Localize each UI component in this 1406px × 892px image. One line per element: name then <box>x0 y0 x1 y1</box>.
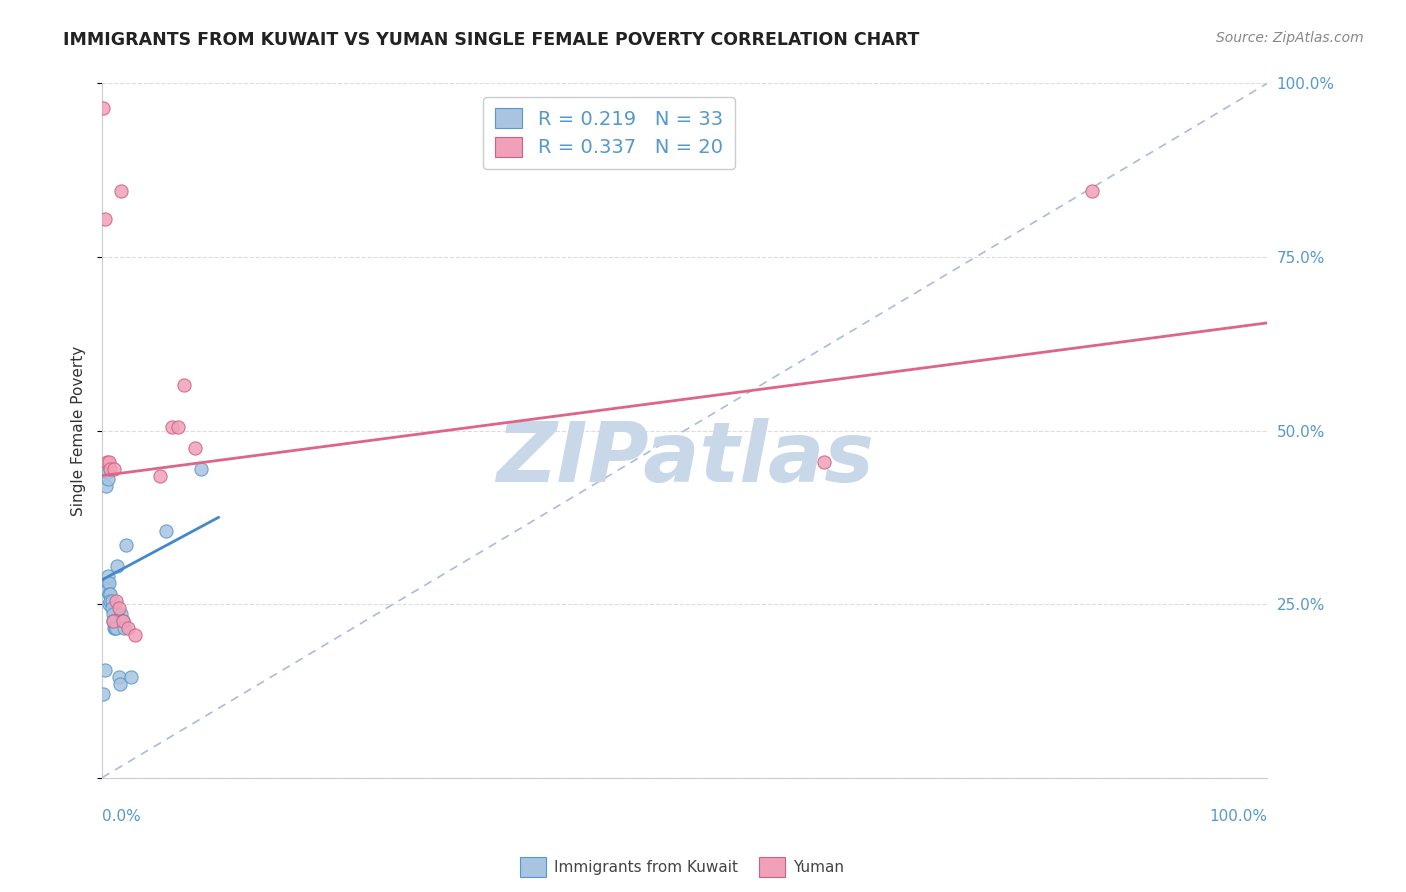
Point <box>160 420 183 434</box>
Point <box>98 593 121 607</box>
Point <box>94 465 117 479</box>
Point <box>111 615 134 629</box>
Text: 100.0%: 100.0% <box>1209 809 1267 824</box>
Point <box>94 479 117 493</box>
Point <box>93 663 115 677</box>
Point <box>97 465 120 479</box>
Point <box>98 587 121 601</box>
Point <box>104 621 127 635</box>
Point <box>149 468 172 483</box>
Text: IMMIGRANTS FROM KUWAIT VS YUMAN SINGLE FEMALE POVERTY CORRELATION CHART: IMMIGRANTS FROM KUWAIT VS YUMAN SINGLE F… <box>63 31 920 49</box>
Point <box>98 576 121 591</box>
Point <box>93 687 115 701</box>
Point <box>105 558 128 573</box>
Point <box>100 600 122 615</box>
Point <box>112 615 135 629</box>
Point <box>105 621 128 635</box>
Point <box>98 597 121 611</box>
Point <box>155 524 177 538</box>
Point <box>813 455 835 469</box>
Point <box>120 670 142 684</box>
Point <box>98 587 121 601</box>
Point <box>105 593 128 607</box>
Text: Yuman: Yuman <box>793 860 844 874</box>
Point <box>96 583 118 598</box>
Point <box>107 670 129 684</box>
Point <box>190 461 212 475</box>
Point <box>173 378 195 392</box>
Point <box>103 621 125 635</box>
Point <box>103 615 125 629</box>
Point <box>97 569 120 583</box>
Point <box>100 593 122 607</box>
Point <box>1081 184 1104 198</box>
Point <box>93 211 115 226</box>
Point <box>110 607 132 622</box>
Point <box>96 455 118 469</box>
Point <box>97 472 120 486</box>
Point <box>93 101 115 115</box>
Point <box>110 184 132 198</box>
Point <box>101 607 124 622</box>
Point <box>184 441 207 455</box>
Point <box>112 621 135 635</box>
Point <box>117 621 139 635</box>
Point <box>108 677 131 691</box>
Point <box>96 576 118 591</box>
Legend: R = 0.219   N = 33, R = 0.337   N = 20: R = 0.219 N = 33, R = 0.337 N = 20 <box>484 96 734 169</box>
Y-axis label: Single Female Poverty: Single Female Poverty <box>72 345 86 516</box>
Point <box>101 615 124 629</box>
Point <box>107 600 129 615</box>
Point <box>101 615 124 629</box>
Text: Source: ZipAtlas.com: Source: ZipAtlas.com <box>1216 31 1364 45</box>
Text: ZIPatlas: ZIPatlas <box>496 417 873 499</box>
Text: Immigrants from Kuwait: Immigrants from Kuwait <box>554 860 738 874</box>
Point <box>112 615 135 629</box>
Point <box>167 420 190 434</box>
Point <box>103 461 125 475</box>
Point <box>98 455 121 469</box>
Text: 0.0%: 0.0% <box>103 809 141 824</box>
Point <box>124 628 146 642</box>
Point <box>114 538 136 552</box>
Point <box>98 461 121 475</box>
